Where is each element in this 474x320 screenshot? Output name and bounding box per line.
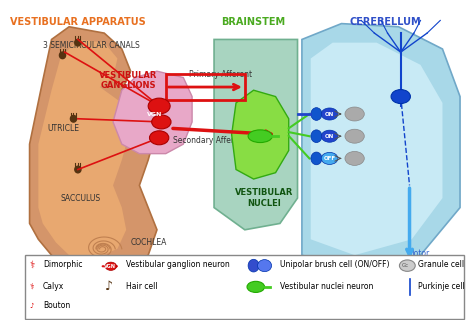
Circle shape: [391, 90, 410, 104]
Polygon shape: [302, 24, 460, 271]
Circle shape: [152, 115, 171, 129]
Ellipse shape: [75, 39, 81, 46]
Circle shape: [148, 98, 170, 114]
Text: VESTIBULAR APPARATUS: VESTIBULAR APPARATUS: [10, 17, 146, 27]
Polygon shape: [38, 39, 131, 258]
Text: ♪: ♪: [29, 303, 34, 309]
Circle shape: [105, 262, 117, 270]
Text: ON: ON: [325, 111, 334, 116]
Ellipse shape: [75, 166, 81, 173]
Text: VGN: VGN: [104, 264, 116, 269]
Text: Dimorphic: Dimorphic: [43, 260, 82, 269]
Polygon shape: [29, 27, 157, 277]
Text: Vestibular nuclei neuron: Vestibular nuclei neuron: [280, 282, 374, 292]
Text: ⚕: ⚕: [29, 282, 34, 292]
Text: ON: ON: [325, 134, 334, 139]
Circle shape: [345, 107, 365, 121]
Ellipse shape: [321, 108, 338, 120]
Ellipse shape: [311, 152, 322, 165]
Polygon shape: [232, 90, 289, 179]
Text: Calyx: Calyx: [43, 282, 64, 292]
Text: Motor
response: Motor response: [401, 249, 436, 268]
Ellipse shape: [321, 130, 338, 142]
Text: CEREBELLUM: CEREBELLUM: [349, 17, 421, 27]
Ellipse shape: [257, 260, 272, 272]
Text: Bouton: Bouton: [43, 301, 70, 310]
Circle shape: [400, 260, 415, 271]
Text: Secondary Afferent: Secondary Afferent: [173, 136, 246, 146]
Ellipse shape: [71, 116, 77, 122]
Bar: [25, 255, 465, 319]
Bar: [166, 74, 245, 100]
Text: 3 SEMICIRCULAR CANALS: 3 SEMICIRCULAR CANALS: [43, 41, 139, 50]
Text: UTRICLE: UTRICLE: [47, 124, 79, 133]
Ellipse shape: [311, 130, 322, 142]
Text: Purkinje cell: Purkinje cell: [419, 282, 465, 292]
Text: Hair cell: Hair cell: [126, 282, 158, 292]
Ellipse shape: [59, 52, 65, 59]
Circle shape: [345, 129, 365, 143]
Text: VESTIBULAR
NUCLEI: VESTIBULAR NUCLEI: [236, 188, 294, 208]
Polygon shape: [214, 39, 298, 230]
Text: Vestibular ganglion neuron: Vestibular ganglion neuron: [126, 260, 230, 269]
Text: VGN: VGN: [147, 111, 163, 116]
Ellipse shape: [248, 130, 272, 142]
Text: COCHLEA: COCHLEA: [131, 238, 167, 247]
Text: OFF: OFF: [324, 156, 336, 161]
Text: VESTIBULAR
GANGLIONS: VESTIBULAR GANGLIONS: [99, 71, 157, 90]
Ellipse shape: [247, 281, 264, 292]
Polygon shape: [310, 43, 442, 255]
Ellipse shape: [248, 259, 259, 272]
Ellipse shape: [321, 152, 338, 164]
Circle shape: [345, 151, 365, 165]
Text: Granule cell: Granule cell: [419, 260, 465, 269]
Ellipse shape: [311, 108, 322, 120]
Text: Gc: Gc: [402, 263, 409, 268]
Text: BRAINSTEM: BRAINSTEM: [221, 17, 286, 27]
Text: Primary Afferent: Primary Afferent: [189, 70, 252, 79]
Text: ⚕: ⚕: [29, 260, 35, 270]
Text: Unipolar brush cell (ON/OFF): Unipolar brush cell (ON/OFF): [280, 260, 390, 269]
Text: ♪: ♪: [105, 280, 113, 293]
Text: SACCULUS: SACCULUS: [60, 194, 100, 203]
Polygon shape: [113, 71, 192, 154]
Circle shape: [149, 131, 169, 145]
